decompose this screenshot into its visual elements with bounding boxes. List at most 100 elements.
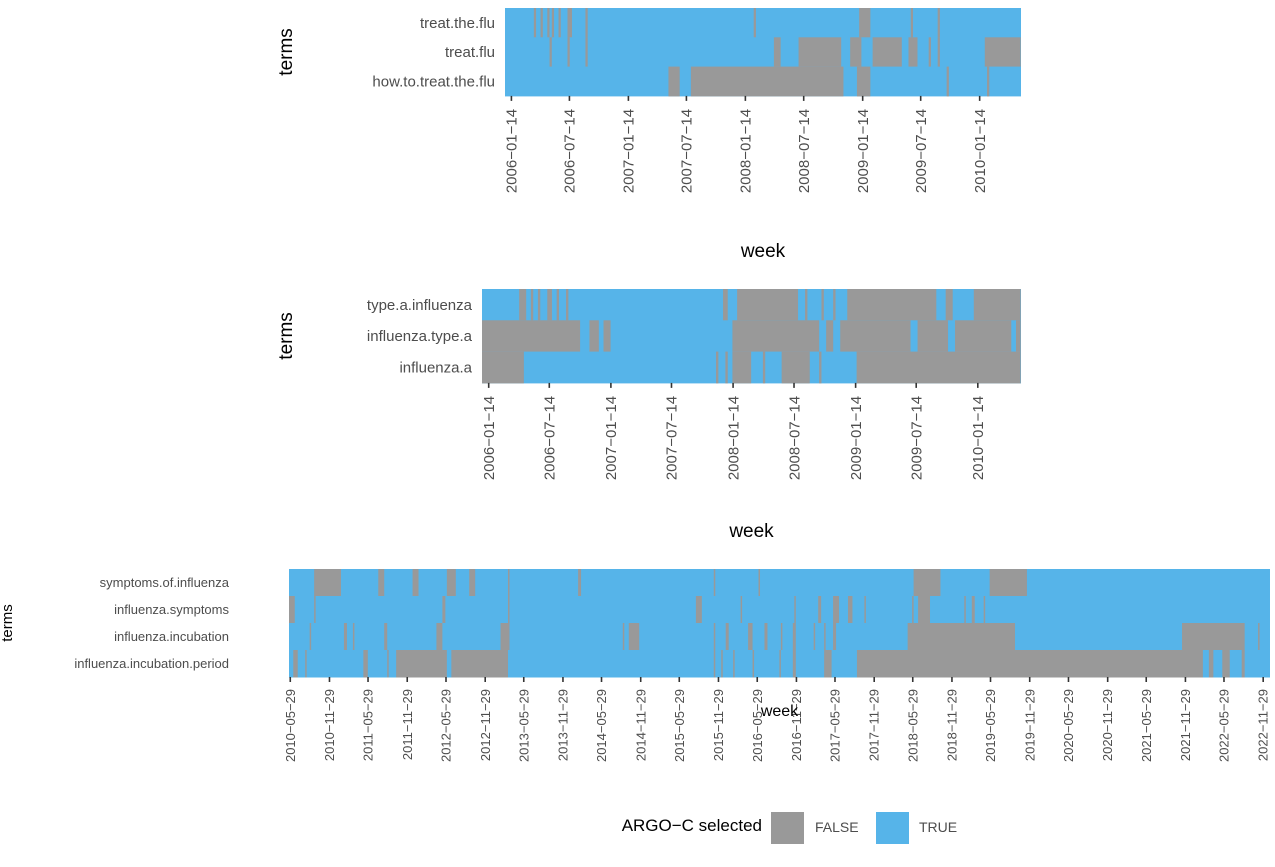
heatmap-cell-false: [983, 596, 986, 624]
term-label: type.a.influenza: [367, 297, 473, 314]
heatmap-cell-false: [530, 289, 534, 321]
heatmap-cell-false: [913, 569, 941, 597]
heatmap-cell-false: [628, 623, 640, 651]
term-label: treat.flu: [445, 44, 495, 61]
heatmap-cell-false: [984, 37, 1021, 68]
x-tick-label: 2010−05−29: [283, 689, 298, 762]
heatmap-cell-false: [792, 650, 796, 678]
x-tick-label: 2012−11−29: [478, 689, 493, 761]
heatmap-cell-false: [856, 650, 1203, 678]
heatmap-cell-false: [946, 66, 949, 97]
heatmap-cell-false: [847, 289, 937, 321]
heatmap-cell-false: [519, 289, 527, 321]
heatmap-cell-false: [819, 351, 822, 384]
heatmap-cell-false: [740, 596, 743, 624]
legend-label-true: TRUE: [919, 819, 957, 835]
x-tick-label: 2015−11−29: [711, 689, 726, 761]
heatmap-cell-false: [549, 37, 552, 68]
heatmap-cell-false: [378, 569, 385, 597]
heatmap-cell-false: [384, 623, 388, 651]
x-tick-label: 2012−05−29: [439, 689, 454, 762]
heatmap-cell-false: [547, 8, 550, 38]
term-label: symptoms.of.influenza: [100, 575, 230, 590]
heatmap-cell-false: [1258, 623, 1260, 651]
heatmap-cell-false: [813, 623, 816, 651]
heatmap-cell-false: [792, 623, 796, 651]
heatmap-cell-false: [732, 351, 752, 384]
heatmap-cell-false: [622, 623, 625, 651]
heatmap-cell-false: [821, 289, 824, 321]
heatmap-cell-false: [436, 623, 443, 651]
heatmap-cell-false: [500, 623, 510, 651]
heatmap-cell-false: [547, 289, 552, 321]
heatmap-cell-false: [779, 650, 781, 678]
y-axis-title: terms: [276, 28, 297, 75]
heatmap-cell-false: [798, 37, 842, 68]
heatmap-cell-false: [989, 569, 1027, 597]
x-tick-label: 2018−11−29: [944, 689, 959, 761]
heatmap-cell-false: [556, 289, 559, 321]
x-tick-label: 2010−01−14: [972, 109, 989, 193]
x-tick-label: 2022−05−29: [1217, 689, 1232, 762]
heatmap-cell-false: [907, 623, 1016, 651]
x-tick-label: 2016−05−29: [750, 689, 765, 762]
heatmap-cell-false: [773, 37, 781, 68]
heatmap-cell-false: [856, 66, 871, 97]
heatmap-cell-false: [1241, 650, 1245, 678]
heatmap-cell-false: [566, 289, 569, 321]
heatmap-cell-false: [737, 289, 799, 321]
heatmap-cell-false: [824, 623, 826, 651]
term-label: how.to.treat.the.flu: [372, 74, 495, 91]
heatmap-row-0-background: [505, 8, 1021, 38]
heatmap-cell-false: [762, 351, 766, 384]
x-axis-title: week: [728, 521, 774, 542]
heatmap-cell-false: [1208, 650, 1214, 678]
heatmap-cell-false: [309, 623, 312, 651]
x-tick-label: 2007−07−14: [664, 396, 681, 480]
x-tick-label: 2006−07−14: [562, 109, 579, 193]
heatmap-cell-false: [507, 569, 510, 597]
heatmap-cell-false: [442, 596, 446, 624]
heatmap-row-0-background: [289, 569, 1270, 597]
heatmap-panel-symptoms: symptoms.of.influenza influenza.symptoms i…: [0, 569, 1271, 762]
heatmap-cell-false: [352, 623, 355, 651]
heatmap-cell-false: [387, 650, 389, 678]
term-label: influenza.incubation.period: [74, 656, 229, 671]
heatmap-cell-false: [482, 351, 524, 384]
x-tick-label: 2009−07−14: [913, 109, 930, 193]
heatmap-cell-false: [733, 650, 735, 678]
x-tick-label: 2017−11−29: [867, 689, 882, 761]
x-tick-label: 2017−05−29: [828, 689, 843, 762]
x-tick-label: 2014−05−29: [594, 689, 609, 762]
heatmap-cell-false: [585, 8, 588, 38]
heatmap-cell-false: [917, 320, 949, 353]
heatmap-cell-false: [826, 320, 834, 353]
x-tick-label: 2009−01−14: [855, 109, 872, 193]
x-tick-label: 2010−11−29: [322, 689, 337, 761]
heatmap-cell-false: [973, 289, 1021, 321]
x-tick-label: 2021−11−29: [1178, 689, 1193, 761]
heatmap-cell-false: [850, 37, 862, 68]
heatmap-cell-false: [928, 37, 931, 68]
heatmap-cell-false: [840, 320, 911, 353]
heatmap-cell-false: [910, 8, 913, 38]
heatmap-cell-false: [748, 623, 753, 651]
x-tick-label: 2011−11−29: [400, 689, 415, 760]
x-tick-label: 2006−01−14: [481, 396, 498, 480]
heatmap-cell-false: [864, 596, 866, 624]
x-tick-label: 2011−05−29: [361, 689, 376, 761]
x-tick-label: 2009−01−14: [848, 396, 865, 480]
x-axis-title: week: [760, 703, 799, 720]
y-axis-title: terms: [276, 312, 297, 360]
heatmap-cell-false: [713, 623, 716, 651]
heatmap-cell-false: [558, 8, 561, 38]
legend-swatch-true: [876, 812, 909, 844]
heatmap-row-2-background: [289, 623, 1270, 651]
heatmap-cell-false: [872, 37, 902, 68]
heatmap-cell-false: [363, 650, 368, 678]
x-tick-label: 2007−01−14: [621, 109, 638, 193]
heatmap-cell-false: [945, 289, 953, 321]
heatmap-cell-false: [469, 569, 476, 597]
heatmap-cell-false: [507, 596, 510, 624]
heatmap-cell-false: [753, 8, 756, 38]
